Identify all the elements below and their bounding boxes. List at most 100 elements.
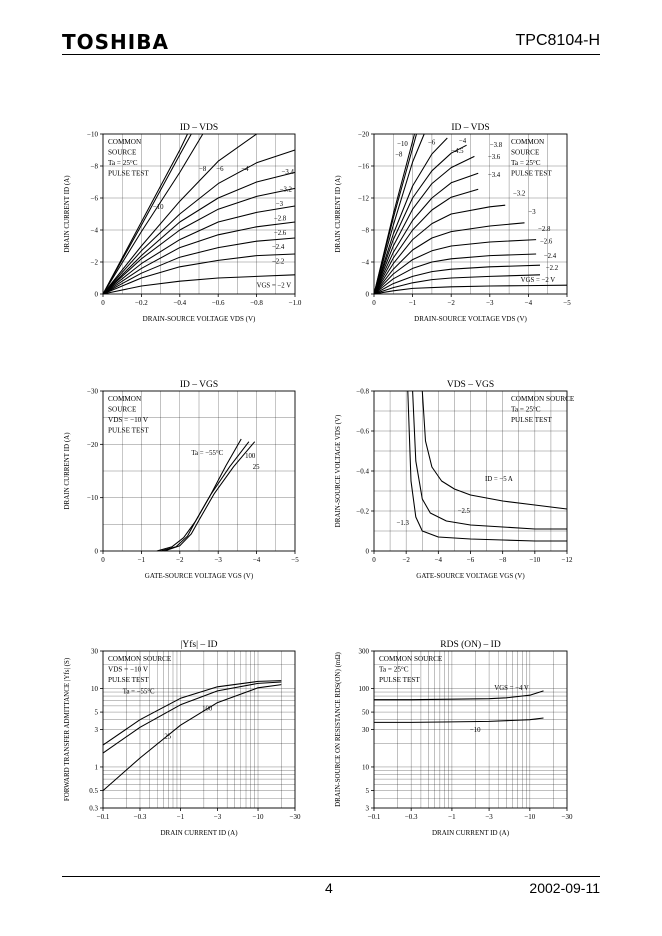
- x-tick-label: −10: [253, 813, 264, 821]
- y-tick-label: 30: [362, 726, 370, 734]
- series-line: [102, 149, 296, 295]
- y-tick-label: 1: [95, 763, 99, 771]
- y-tick-label: −4: [91, 227, 99, 235]
- note-text: PULSE TEST: [379, 676, 420, 684]
- x-tick-label: 0: [101, 299, 105, 307]
- x-tick-label: −0.6: [212, 299, 225, 307]
- curve-label: −3.2: [513, 191, 526, 198]
- series-line: [374, 717, 544, 723]
- x-axis-label: DRAIN-SOURCE VOLTAGE VDS (V): [414, 315, 527, 323]
- curve-label: −2.8: [538, 226, 551, 233]
- chart-title: RDS (ON) – ID: [440, 639, 501, 650]
- note-text: COMMON SOURCE: [379, 655, 443, 663]
- footer-rule: [62, 876, 600, 877]
- y-axis-label: DRAIN-SOURCE ON RESISTANCE RDS(ON) (mΩ): [334, 651, 342, 806]
- x-tick-label: 0: [372, 299, 376, 307]
- y-tick-label: 30: [91, 648, 99, 656]
- chart-c3: 0 −1 −2 −3 −4 −5 0 −10 −20 −30 ID – VGS GATE-SOURCE…: [63, 380, 299, 580]
- curve-label: −2.2: [546, 265, 559, 272]
- x-tick-label: −1.0: [289, 299, 302, 307]
- y-tick-label: −0.8: [356, 388, 369, 396]
- series-line: [102, 681, 282, 754]
- series-line: [373, 253, 537, 295]
- note-text: VDS = −10 V: [108, 416, 149, 424]
- curve-label: −3.4: [282, 169, 295, 176]
- series-line: [160, 441, 250, 552]
- note-text: SOURCE: [511, 149, 540, 157]
- note-text: PULSE TEST: [108, 170, 149, 178]
- chart-title: |Yfs| – ID: [180, 639, 217, 650]
- curve-label: −8: [199, 166, 207, 173]
- x-tick-label: −4: [435, 556, 443, 564]
- curve-label: −3.8: [490, 142, 503, 149]
- series-line: [373, 172, 479, 295]
- curve-label: −3.6: [488, 154, 501, 161]
- series-line: [373, 284, 568, 295]
- curve-label: −3.2: [280, 187, 293, 194]
- curve-label: VGS = −2 V: [521, 277, 556, 284]
- x-tick-label: −0.3: [134, 813, 147, 821]
- series-line: [373, 204, 506, 295]
- series-line: [102, 205, 296, 295]
- y-tick-label: −2: [91, 259, 99, 267]
- y-tick-label: 0: [95, 548, 99, 556]
- chart-c5: −0.1 −0.3 −1 −3 −10 −30 0.3 0.5 1 3 5 10 30 |Yfs| – I…: [63, 639, 301, 837]
- y-tick-label: 5: [95, 709, 99, 717]
- curve-label: 100: [245, 453, 256, 460]
- note-text: Ta = 25°C: [511, 406, 541, 414]
- y-tick-label: 0: [95, 291, 99, 299]
- note-text: COMMON: [511, 138, 545, 146]
- y-tick-label: 0: [366, 291, 370, 299]
- series-line: [102, 133, 188, 295]
- toshiba-logo: TOSHIBA: [62, 30, 169, 54]
- y-axis-label: DRAIN CURRENT ID (A): [63, 432, 71, 510]
- x-tick-label: −3: [485, 813, 493, 821]
- curve-label: 25: [253, 464, 260, 471]
- x-tick-label: −1: [409, 299, 417, 307]
- chart-title: ID – VDS: [180, 123, 218, 133]
- curve-label: −8: [395, 151, 403, 158]
- series-line: [374, 690, 544, 701]
- series-line: [421, 390, 568, 510]
- curve-label: 25: [164, 734, 171, 741]
- curve-label: −2.8: [274, 215, 287, 222]
- series-line: [102, 237, 296, 295]
- x-tick-label: −3: [214, 813, 222, 821]
- note-text: COMMON: [108, 395, 142, 403]
- plot-frame: [102, 133, 296, 295]
- note-text: COMMON SOURCE: [108, 655, 172, 663]
- x-tick-label: −3: [214, 556, 222, 564]
- plot-frame: [373, 133, 568, 295]
- doc-date: 2002-09-11: [529, 880, 600, 896]
- note-text: COMMON SOURCE: [511, 395, 575, 403]
- x-axis-label: GATE-SOURCE VOLTAGE VGS (V): [416, 572, 525, 580]
- x-tick-label: −0.1: [97, 813, 110, 821]
- curve-label: Ta = −55°C: [191, 450, 223, 457]
- y-tick-label: −0.2: [356, 508, 369, 516]
- x-tick-label: −2: [176, 556, 184, 564]
- curve-label: ID = −5 A: [485, 476, 513, 483]
- curve-label: −3: [528, 209, 536, 216]
- y-axis-label: DRAIN CURRENT ID (A): [63, 175, 71, 253]
- series-line: [102, 680, 282, 746]
- plot-frame: [102, 390, 296, 552]
- x-tick-label: −6: [467, 556, 475, 564]
- series-line: [102, 187, 296, 295]
- curve-label: −3: [276, 201, 284, 208]
- curve-label: −4: [459, 138, 467, 145]
- x-tick-label: −12: [562, 556, 573, 564]
- x-tick-label: −4: [253, 556, 261, 564]
- x-tick-label: −30: [562, 813, 573, 821]
- x-tick-label: −0.2: [135, 299, 148, 307]
- curve-label: −2.5: [458, 508, 471, 515]
- series-line: [164, 441, 256, 552]
- y-tick-label: −8: [362, 227, 370, 235]
- y-tick-label: −16: [358, 163, 369, 171]
- y-tick-label: −4: [362, 259, 370, 267]
- y-tick-label: 0.3: [89, 805, 98, 813]
- x-tick-label: −2: [447, 299, 455, 307]
- x-tick-label: −1: [448, 813, 456, 821]
- curve-label: −2.4: [544, 253, 557, 260]
- curve-label: −10: [397, 141, 408, 148]
- chart-c2: 0 −1 −2 −3 −4 −5 0 −4 −8 −12 −16 −20 ID – VDS DRAIN-S…: [334, 123, 571, 323]
